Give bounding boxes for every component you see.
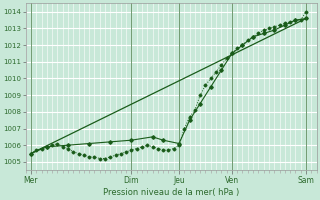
X-axis label: Pression niveau de la mer( hPa ): Pression niveau de la mer( hPa ) [103,188,239,197]
